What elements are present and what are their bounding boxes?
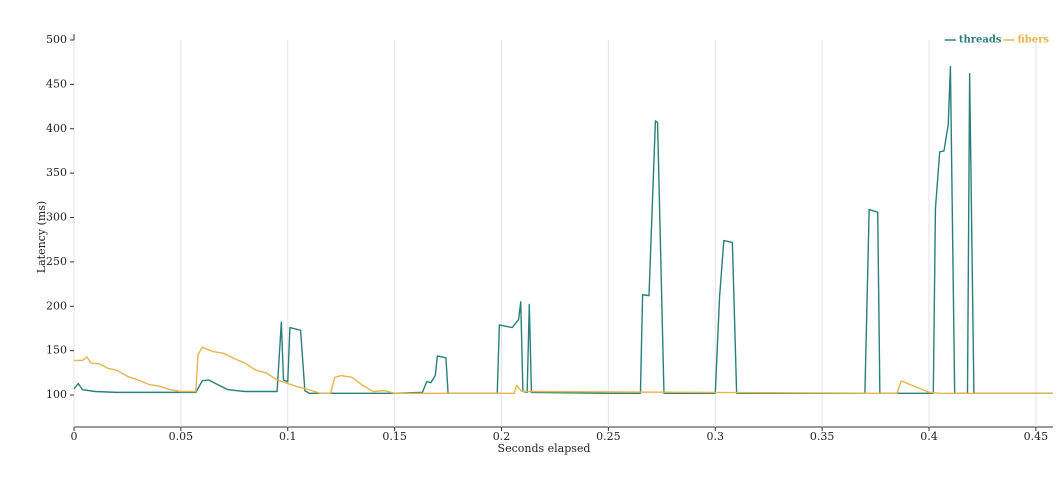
x-tick-label: 0.25	[596, 430, 621, 443]
legend-label: threads	[959, 35, 1002, 46]
x-tick-label: 0	[71, 430, 78, 443]
x-tick-label: 0.45	[1024, 430, 1049, 443]
series-line	[73, 65, 1053, 394]
y-tick-label: 100	[46, 388, 67, 401]
x-tick-label: 0.2	[493, 430, 511, 443]
legend-label: fibers	[1017, 35, 1049, 46]
x-tick-label: 0.35	[810, 430, 835, 443]
x-tick-label: 0.4	[920, 430, 938, 443]
y-tick-label: 400	[46, 122, 67, 135]
y-tick-label: 200	[46, 299, 67, 312]
x-tick-label: 0.05	[169, 430, 194, 443]
y-tick-label: 500	[46, 33, 67, 46]
x-tick-label: 0.15	[382, 430, 407, 443]
y-axis-label: Latency (ms)	[35, 201, 48, 273]
y-tick-label: 150	[46, 344, 67, 357]
x-tick-label: 0.3	[707, 430, 725, 443]
x-tick-label: 0.1	[279, 430, 297, 443]
y-tick-label: 250	[46, 255, 67, 268]
y-tick-label: 300	[46, 211, 67, 224]
x-axis-label: Seconds elapsed	[498, 442, 591, 455]
y-tick-label: 350	[46, 166, 67, 179]
series-line	[74, 346, 1053, 394]
y-tick-label: 450	[46, 77, 67, 90]
